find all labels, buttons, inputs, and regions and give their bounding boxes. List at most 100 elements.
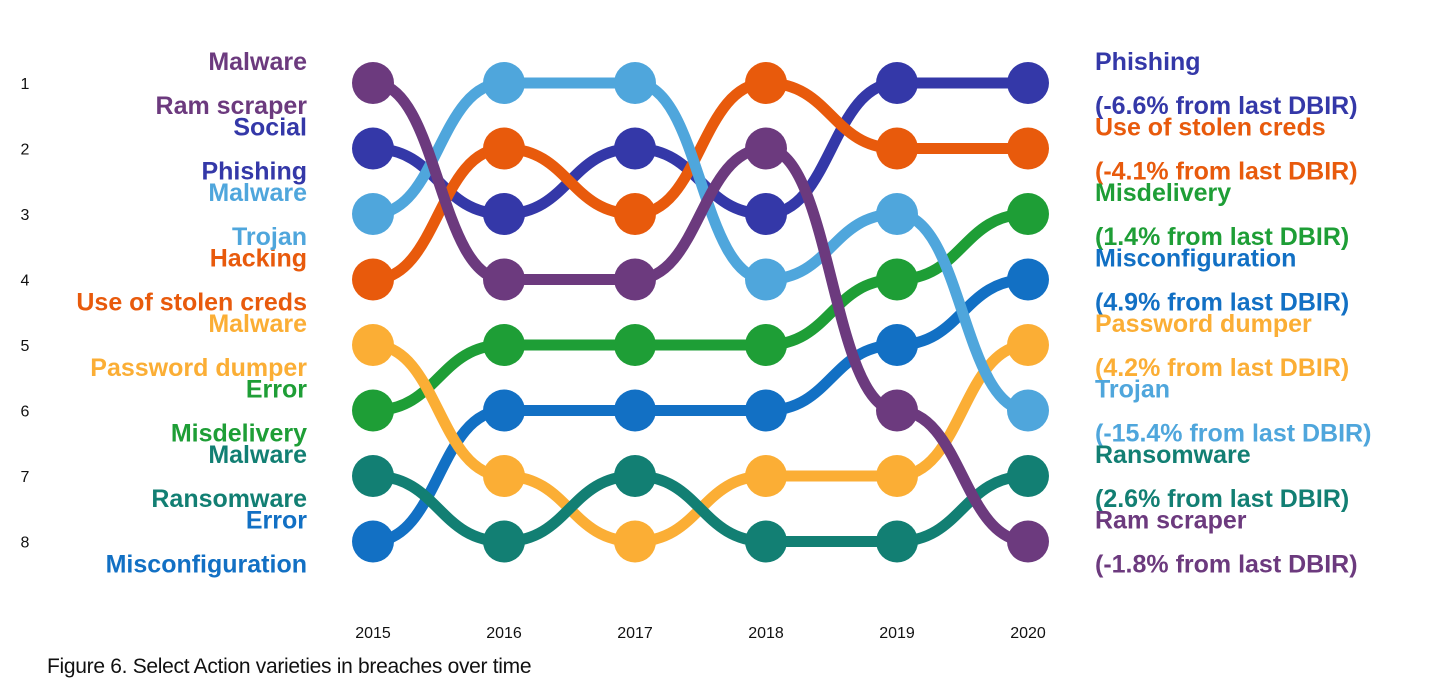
point-trojan-2018 xyxy=(745,258,787,301)
right-name-ram-scraper: Ram scraper xyxy=(1095,507,1247,535)
point-password-dumper-2016 xyxy=(483,455,525,497)
point-misconfiguration-2019 xyxy=(876,324,918,366)
point-misdelivery-2015 xyxy=(352,389,394,432)
point-trojan-2016 xyxy=(483,62,525,104)
point-ram-scraper-2017 xyxy=(614,258,656,301)
point-misdelivery-2019 xyxy=(876,258,918,301)
rank-label-5: 5 xyxy=(21,338,30,355)
rank-label-3: 3 xyxy=(21,207,30,224)
point-phishing-2017 xyxy=(614,127,656,170)
series-line-ram-scraper xyxy=(367,77,1034,547)
right-change-password-dumper: (4.2% from last DBIR) xyxy=(1095,354,1349,382)
right-change-misdelivery: (1.4% from last DBIR) xyxy=(1095,223,1349,251)
left-action-misdelivery: Error xyxy=(246,376,307,404)
point-ram-scraper-2015 xyxy=(352,62,394,104)
series-line-password-dumper xyxy=(367,339,1034,548)
left-action-ram-scraper: Malware xyxy=(208,48,307,76)
right-change-trojan: (-15.4% from last DBIR) xyxy=(1095,420,1371,448)
right-change-use-of-stolen-creds: (-4.1% from last DBIR) xyxy=(1095,158,1358,186)
series-line-trojan xyxy=(367,77,1034,416)
rank-label-8: 8 xyxy=(21,535,30,552)
rank-axis-labels: 1 2 3 4 5 6 7 8 xyxy=(21,76,30,552)
point-ransomware-2018 xyxy=(745,520,787,563)
year-label-2015: 2015 xyxy=(355,625,391,642)
point-ram-scraper-2016 xyxy=(483,258,525,301)
point-ransomware-2017 xyxy=(614,455,656,497)
point-ram-scraper-2018 xyxy=(745,127,787,170)
left-variety-misdelivery: Misdelivery xyxy=(171,420,307,448)
point-phishing-2020 xyxy=(1007,62,1049,104)
left-variety-trojan: Trojan xyxy=(232,223,307,251)
point-ram-scraper-2020 xyxy=(1007,520,1049,563)
right-name-misdelivery: Misdelivery xyxy=(1095,179,1231,207)
right-name-ransomware: Ransomware xyxy=(1095,441,1251,469)
series-lines xyxy=(367,77,1034,548)
left-variety-ram-scraper: Ram scraper xyxy=(156,92,308,120)
right-name-phishing: Phishing xyxy=(1095,48,1201,76)
year-label-2016: 2016 xyxy=(486,625,522,642)
point-phishing-2018 xyxy=(745,193,787,235)
point-use-of-stolen-creds-2018 xyxy=(745,62,787,104)
point-ransomware-2019 xyxy=(876,520,918,563)
point-use-of-stolen-creds-2019 xyxy=(876,127,918,170)
right-labels: Phishing (-6.6% from last DBIR)Use of sto… xyxy=(1095,48,1371,579)
rank-label-2: 2 xyxy=(21,142,30,159)
point-use-of-stolen-creds-2015 xyxy=(352,258,394,301)
point-use-of-stolen-creds-2020 xyxy=(1007,127,1049,170)
point-ram-scraper-2019 xyxy=(876,389,918,432)
right-name-trojan: Trojan xyxy=(1095,376,1170,404)
point-misdelivery-2017 xyxy=(614,324,656,366)
point-misdelivery-2020 xyxy=(1007,193,1049,235)
year-label-2019: 2019 xyxy=(879,625,915,642)
left-variety-phishing: Phishing xyxy=(201,158,307,186)
point-phishing-2019 xyxy=(876,62,918,104)
point-ransomware-2020 xyxy=(1007,455,1049,497)
point-trojan-2020 xyxy=(1007,389,1049,432)
left-action-ransomware: Malware xyxy=(208,441,307,469)
right-name-use-of-stolen-creds: Use of stolen creds xyxy=(1095,114,1326,142)
right-name-password-dumper: Password dumper xyxy=(1095,310,1312,338)
right-change-phishing: (-6.6% from last DBIR) xyxy=(1095,92,1358,120)
series-line-misdelivery xyxy=(367,208,1034,416)
point-trojan-2017 xyxy=(614,62,656,104)
rank-label-1: 1 xyxy=(21,76,30,93)
right-change-ram-scraper: (-1.8% from last DBIR) xyxy=(1095,551,1358,579)
figure-caption: Figure 6. Select Action varieties in bre… xyxy=(47,655,532,678)
left-variety-misconfiguration: Misconfiguration xyxy=(106,551,307,579)
point-misconfiguration-2018 xyxy=(745,389,787,432)
year-label-2018: 2018 xyxy=(748,625,784,642)
series-points xyxy=(352,62,1049,563)
point-trojan-2015 xyxy=(352,193,394,235)
point-password-dumper-2020 xyxy=(1007,324,1049,366)
left-action-misconfiguration: Error xyxy=(246,507,307,535)
year-label-2020: 2020 xyxy=(1010,625,1046,642)
right-name-misconfiguration: Misconfiguration xyxy=(1095,245,1296,273)
left-variety-use-of-stolen-creds: Use of stolen creds xyxy=(76,289,307,317)
left-variety-password-dumper: Password dumper xyxy=(90,354,307,382)
rank-label-4: 4 xyxy=(21,273,30,290)
point-trojan-2019 xyxy=(876,193,918,235)
point-phishing-2016 xyxy=(483,193,525,235)
point-use-of-stolen-creds-2016 xyxy=(483,127,525,170)
left-labels: Social Phishing Hacking Use of stolen creds… xyxy=(76,48,307,579)
left-action-password-dumper: Malware xyxy=(208,310,307,338)
point-misconfiguration-2015 xyxy=(352,520,394,563)
point-misconfiguration-2016 xyxy=(483,389,525,432)
left-variety-ransomware: Ransomware xyxy=(151,485,307,513)
year-label-2017: 2017 xyxy=(617,625,653,642)
right-change-misconfiguration: (4.9% from last DBIR) xyxy=(1095,289,1349,317)
point-phishing-2015 xyxy=(352,127,394,170)
point-ransomware-2015 xyxy=(352,455,394,497)
point-misdelivery-2018 xyxy=(745,324,787,366)
point-use-of-stolen-creds-2017 xyxy=(614,193,656,235)
left-action-use-of-stolen-creds: Hacking xyxy=(210,245,307,273)
point-misdelivery-2016 xyxy=(483,324,525,366)
rank-label-6: 6 xyxy=(21,404,30,421)
point-password-dumper-2019 xyxy=(876,455,918,497)
series-line-ransomware xyxy=(367,470,1034,548)
point-password-dumper-2017 xyxy=(614,520,656,563)
point-misconfiguration-2020 xyxy=(1007,258,1049,301)
point-ransomware-2016 xyxy=(483,520,525,563)
point-password-dumper-2018 xyxy=(745,455,787,497)
